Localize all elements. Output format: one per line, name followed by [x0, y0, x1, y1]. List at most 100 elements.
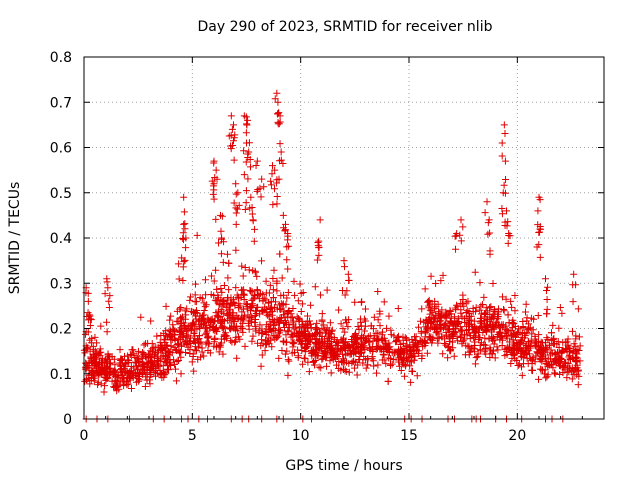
data-point	[551, 370, 559, 378]
data-point	[325, 329, 333, 337]
data-point	[249, 332, 257, 340]
data-point	[165, 360, 173, 368]
data-point	[204, 347, 212, 355]
data-point	[501, 157, 509, 165]
data-point	[442, 312, 450, 320]
data-point	[558, 347, 566, 355]
data-point	[262, 340, 270, 348]
data-point	[260, 183, 268, 191]
data-point	[517, 345, 525, 353]
data-point	[200, 352, 208, 360]
data-point	[179, 263, 187, 271]
data-point	[177, 324, 185, 332]
data-point	[453, 333, 461, 341]
data-point	[407, 378, 415, 386]
data-point	[103, 318, 111, 326]
data-point	[374, 361, 382, 369]
data-point	[222, 303, 230, 311]
data-point	[140, 341, 148, 349]
data-point	[305, 368, 313, 376]
data-point	[253, 286, 261, 294]
data-point	[248, 337, 256, 345]
data-point	[232, 284, 240, 292]
data-point	[479, 300, 487, 308]
data-point	[558, 309, 566, 317]
data-point	[324, 340, 332, 348]
data-point	[186, 293, 194, 301]
data-point	[269, 294, 277, 302]
data-point	[498, 139, 506, 147]
data-point	[195, 317, 203, 325]
data-point	[86, 380, 94, 388]
data-point	[209, 182, 217, 190]
data-point	[385, 312, 393, 320]
data-point	[415, 323, 423, 331]
data-point	[271, 95, 279, 103]
data-point	[158, 370, 166, 378]
data-point	[138, 370, 146, 378]
data-point	[299, 321, 307, 329]
data-point	[576, 357, 584, 365]
data-point	[464, 297, 472, 305]
data-point	[249, 295, 257, 303]
data-point	[359, 359, 367, 367]
data-point	[457, 216, 465, 224]
data-point	[261, 347, 269, 355]
data-point	[265, 298, 273, 306]
data-point	[284, 265, 292, 273]
data-point	[87, 354, 95, 362]
data-point	[434, 300, 442, 308]
data-point	[89, 345, 97, 353]
data-point	[283, 347, 291, 355]
data-point	[374, 316, 382, 324]
data-point	[91, 374, 99, 382]
data-point	[216, 341, 224, 349]
data-point	[361, 322, 369, 330]
y-tick-label: 0.4	[50, 231, 72, 247]
data-point	[276, 112, 284, 120]
data-point	[112, 383, 120, 391]
data-point	[100, 388, 108, 396]
data-point	[296, 337, 304, 345]
data-point	[190, 367, 198, 375]
data-point	[355, 356, 363, 364]
data-point	[370, 313, 378, 321]
data-point	[498, 336, 506, 344]
data-point	[232, 337, 240, 345]
data-point	[432, 280, 440, 288]
data-point	[297, 308, 305, 316]
data-point	[101, 382, 109, 390]
data-point	[328, 327, 336, 335]
data-point	[166, 348, 174, 356]
data-point	[268, 343, 276, 351]
data-point	[220, 282, 228, 290]
data-point	[370, 332, 378, 340]
data-point	[103, 374, 111, 382]
data-point	[383, 324, 391, 332]
data-point	[214, 312, 222, 320]
data-point	[316, 216, 324, 224]
data-point	[548, 329, 556, 337]
data-point	[384, 377, 392, 385]
data-point	[186, 345, 194, 353]
data-point	[543, 373, 551, 381]
data-point	[483, 198, 491, 206]
data-point	[318, 335, 326, 343]
data-point	[364, 361, 372, 369]
data-point	[269, 274, 277, 282]
data-point	[285, 308, 293, 316]
data-point	[269, 162, 276, 170]
data-point	[285, 357, 293, 365]
data-point	[497, 333, 505, 341]
data-point	[451, 325, 459, 333]
data-point	[274, 98, 282, 106]
data-point	[181, 307, 189, 315]
data-point	[431, 304, 439, 312]
data-point	[139, 355, 147, 363]
data-point	[282, 331, 290, 339]
data-point	[360, 327, 368, 335]
data-point	[243, 303, 251, 311]
data-point	[443, 310, 451, 318]
data-point	[542, 374, 550, 382]
